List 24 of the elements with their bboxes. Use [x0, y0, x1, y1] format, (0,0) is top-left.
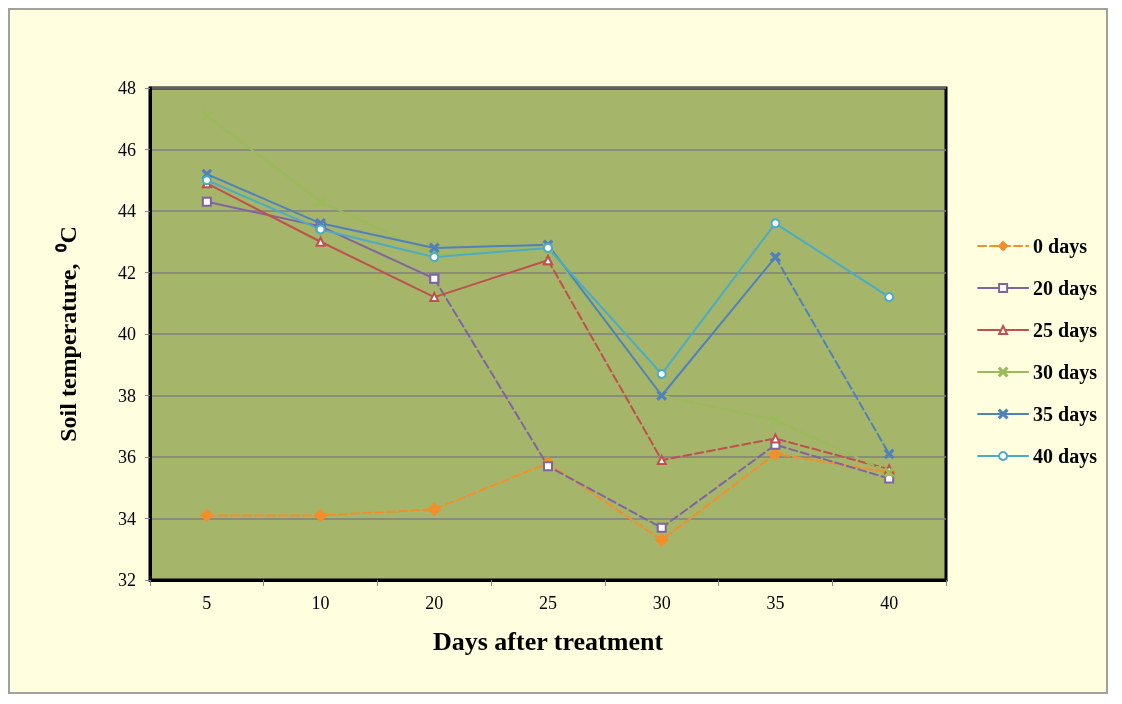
y-tick-label: 34 — [118, 508, 136, 529]
legend-label: 30 days — [1033, 361, 1098, 384]
legend-label: 35 days — [1033, 403, 1098, 426]
y-tick-label: 36 — [118, 447, 136, 467]
legend-label: 0 days — [1033, 235, 1088, 258]
x-axis-title: Days after treatment — [432, 626, 664, 656]
x-tick-label: 25 — [539, 593, 557, 613]
x-tick-label: 5 — [202, 593, 212, 613]
legend-label: 25 days — [1033, 319, 1098, 342]
x-tick-label: 20 — [425, 593, 444, 613]
y-tick-label: 32 — [118, 570, 136, 590]
x-tick-label: 10 — [311, 593, 330, 613]
y-tick-label: 40 — [118, 324, 136, 344]
y-axis-title: Soil temperature, ⁰C — [55, 226, 81, 442]
x-tick-label: 35 — [766, 593, 785, 613]
y-tick-label: 44 — [118, 201, 136, 221]
y-tick-label: 38 — [118, 385, 136, 406]
legend-label: 20 days — [1033, 277, 1098, 300]
y-tick-label: 42 — [118, 262, 136, 283]
x-tick-label: 40 — [880, 593, 899, 613]
x-tick-label: 30 — [652, 593, 671, 613]
y-tick-label: 48 — [118, 78, 136, 98]
legend-label: 40 days — [1033, 445, 1098, 468]
y-tick-label: 46 — [118, 139, 136, 160]
